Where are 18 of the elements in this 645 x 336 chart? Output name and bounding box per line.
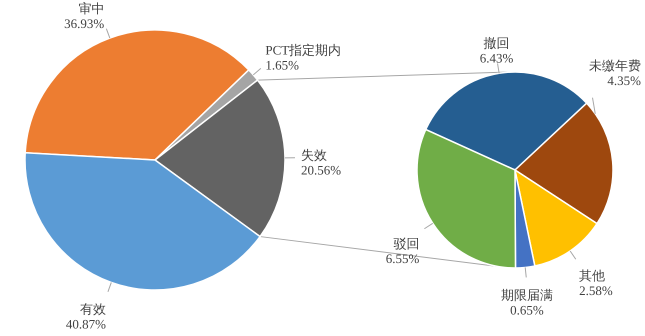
slice-label: 期限届满 xyxy=(500,287,553,302)
slice-label: 撤回 xyxy=(484,36,510,50)
data-label: 6.43% xyxy=(480,50,514,66)
data-label: 6.55% xyxy=(386,250,420,266)
slice-label: 驳回 xyxy=(393,236,420,251)
data-label: 40.87% xyxy=(66,316,106,332)
data-label: 0.65% xyxy=(510,302,544,318)
data-label: 4.35% xyxy=(607,73,642,88)
slice-label: 审中 xyxy=(78,1,104,16)
data-label: 2.58% xyxy=(579,283,613,298)
slice-label: 未缴年费 xyxy=(589,58,641,74)
slice-label: PCT指定期内 xyxy=(265,42,342,58)
slice-label: 有效 xyxy=(80,302,106,317)
slice-label: 失效 xyxy=(300,148,327,163)
slice-label: 其他 xyxy=(579,268,606,284)
data-label: 20.56% xyxy=(300,162,342,178)
data-label: 36.93% xyxy=(64,16,104,32)
data-label: 1.65% xyxy=(265,57,300,72)
